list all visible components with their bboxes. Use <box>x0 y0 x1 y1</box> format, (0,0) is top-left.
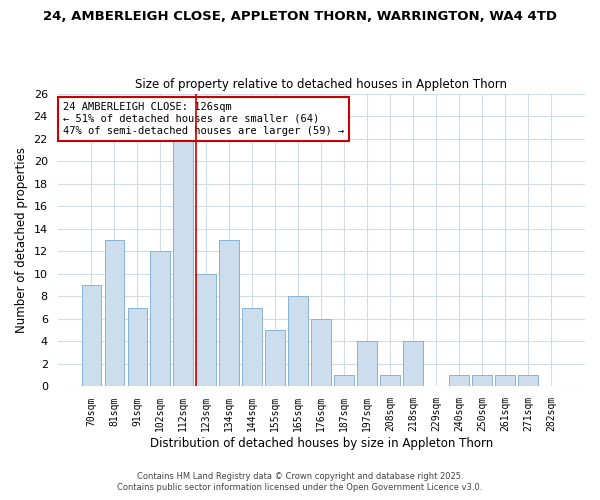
Y-axis label: Number of detached properties: Number of detached properties <box>15 147 28 333</box>
Bar <box>380 375 400 386</box>
X-axis label: Distribution of detached houses by size in Appleton Thorn: Distribution of detached houses by size … <box>149 437 493 450</box>
Bar <box>334 375 354 386</box>
Title: Size of property relative to detached houses in Appleton Thorn: Size of property relative to detached ho… <box>135 78 507 91</box>
Bar <box>196 274 216 386</box>
Bar <box>151 252 170 386</box>
Bar <box>242 308 262 386</box>
Bar <box>403 342 423 386</box>
Bar <box>496 375 515 386</box>
Bar <box>82 285 101 386</box>
Bar <box>104 240 124 386</box>
Bar <box>358 342 377 386</box>
Bar <box>472 375 492 386</box>
Bar <box>220 240 239 386</box>
Bar <box>289 296 308 386</box>
Text: 24, AMBERLEIGH CLOSE, APPLETON THORN, WARRINGTON, WA4 4TD: 24, AMBERLEIGH CLOSE, APPLETON THORN, WA… <box>43 10 557 23</box>
Bar <box>265 330 285 386</box>
Bar <box>518 375 538 386</box>
Bar <box>173 138 193 386</box>
Text: Contains HM Land Registry data © Crown copyright and database right 2025.
Contai: Contains HM Land Registry data © Crown c… <box>118 472 482 492</box>
Text: 24 AMBERLEIGH CLOSE: 126sqm
← 51% of detached houses are smaller (64)
47% of sem: 24 AMBERLEIGH CLOSE: 126sqm ← 51% of det… <box>63 102 344 136</box>
Bar <box>449 375 469 386</box>
Bar <box>128 308 147 386</box>
Bar <box>311 319 331 386</box>
